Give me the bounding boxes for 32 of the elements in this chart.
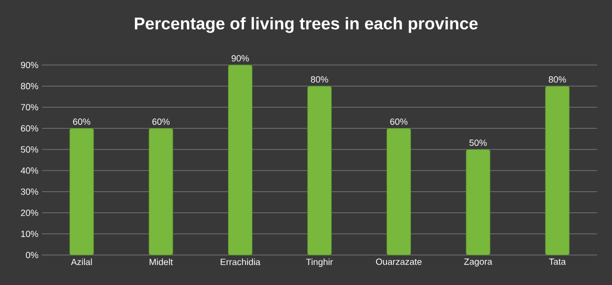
bar [307,86,332,256]
x-tick-label: Errachidia [220,258,260,266]
y-tick-label: 10% [21,230,38,238]
y-tick-label: 60% [20,125,38,132]
data-label: 60% [73,118,90,125]
y-tick-label: 90% [20,62,38,68]
bar [545,86,570,256]
y-tick-label: 40% [20,167,38,174]
x-tick-label: Azilal [70,258,92,266]
chart-title: Percentage of living trees in each province [134,17,478,33]
x-tick-label: Tata [549,258,566,265]
y-tick-label: 20% [20,210,38,216]
x-tick-label: Ouarzazate [376,258,422,265]
y-tick-label: 30% [20,188,38,195]
data-label: 80% [548,76,566,83]
x-tick-label: Zagora [464,258,492,267]
y-tick-label: 0% [26,252,38,258]
bar [69,128,94,256]
y-tick-label: 80% [20,82,38,90]
data-label: 80% [310,76,328,83]
bar [466,149,490,256]
bar [386,128,411,256]
x-tick-label: Tinghir [306,258,333,267]
y-tick-label: 50% [20,146,38,153]
data-label: 60% [152,118,170,125]
data-label: 60% [390,118,408,125]
data-label: 50% [469,140,487,146]
bar [228,64,252,256]
bar [148,128,174,256]
x-tick-label: Midelt [150,258,173,266]
y-tick-label: 70% [20,104,38,110]
data-label: 90% [232,55,249,62]
